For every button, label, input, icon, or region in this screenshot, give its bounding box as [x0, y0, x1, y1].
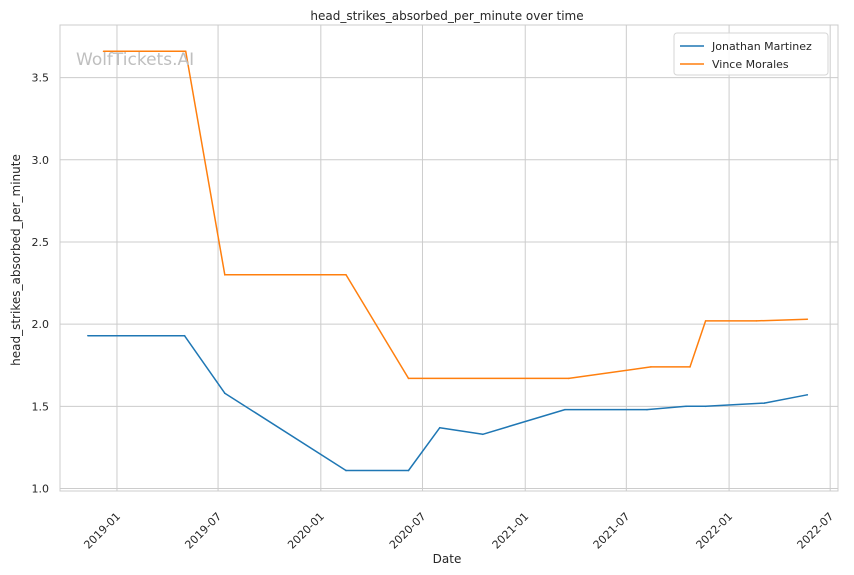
series-1-point-2 [223, 274, 226, 276]
series-1-point-7 [689, 366, 691, 368]
y-axis-label: head_strikes_absorbed_per_minute [9, 154, 23, 366]
x-tick-label: 2020-07 [387, 510, 429, 552]
series-0-point-8 [646, 408, 648, 411]
x-tick-label: 2022-01 [694, 510, 736, 552]
y-tick-label: 2.0 [32, 318, 50, 331]
series-0-point-5 [438, 426, 441, 429]
series-0-point-0 [87, 334, 89, 337]
x-axis-label: Date [433, 552, 462, 566]
series-1-point-0 [102, 50, 105, 53]
series-0-point-4 [407, 469, 410, 472]
series-0-point-9 [685, 405, 687, 408]
series-0-point-12 [806, 394, 809, 396]
legend-label-series-0: Jonathan Martinez [711, 40, 812, 53]
series-0-point-6 [481, 433, 484, 436]
watermark: WolfTickets.AI [76, 50, 194, 70]
x-tick-label: 2021-07 [591, 510, 633, 552]
series-1-point-8 [704, 320, 707, 322]
y-tick-label: 3.0 [32, 154, 50, 167]
series-1-point-1 [184, 50, 187, 53]
series-0-point-7 [564, 408, 566, 411]
y-tick-label: 2.5 [32, 236, 50, 249]
series-layer [87, 50, 809, 472]
series-0-point-10 [704, 405, 707, 408]
x-tick-label: 2021-01 [490, 510, 532, 552]
series-0-point-2 [223, 392, 226, 394]
series-0-point-3 [345, 469, 347, 472]
x-tick-label: 2019-07 [182, 510, 224, 552]
series-0-point-1 [183, 334, 186, 337]
y-tick-label: 1.5 [32, 400, 50, 413]
chart-title: head_strikes_absorbed_per_minute over ti… [310, 9, 583, 23]
x-tick-label: 2022-07 [795, 510, 837, 552]
series-0-point-11 [763, 402, 766, 404]
legend-label-series-1: Vince Morales [712, 58, 789, 71]
series-1-point-4 [407, 377, 410, 380]
legend-box [673, 32, 829, 76]
x-tick-label: 2020-01 [285, 510, 327, 552]
series-1-point-3 [345, 274, 347, 276]
series-1-point-6 [650, 366, 652, 368]
series-1-point-5 [567, 377, 570, 380]
plot-frame [59, 24, 839, 492]
series-1-point-9 [755, 320, 758, 322]
legend: Jonathan Martinez Vince Morales [673, 32, 829, 76]
series-1-point-10 [806, 318, 809, 321]
y-tick-label: 1.0 [32, 483, 50, 496]
y-tick-label: 3.5 [32, 72, 50, 85]
x-tick-label: 2019-01 [81, 510, 123, 552]
